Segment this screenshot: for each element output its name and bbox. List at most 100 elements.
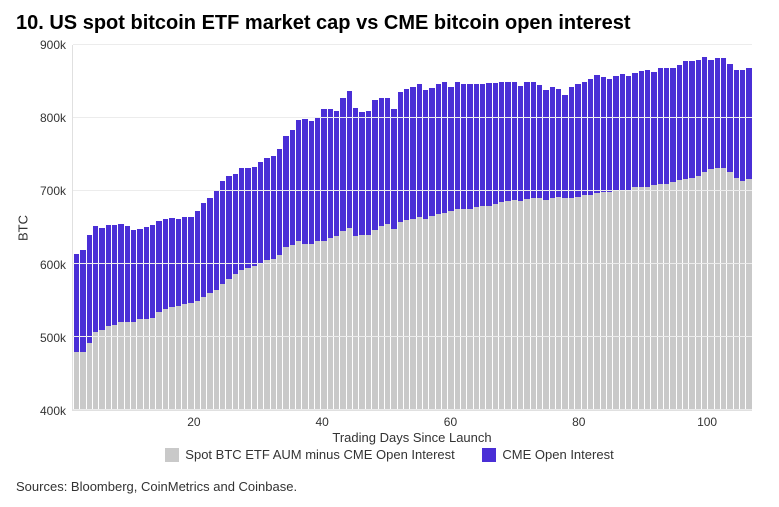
bar-segment-cme bbox=[429, 88, 434, 216]
bar bbox=[99, 45, 104, 410]
bar-segment-cme bbox=[658, 68, 663, 183]
bar-segment-spot bbox=[505, 201, 510, 410]
bar-segment-cme bbox=[569, 87, 574, 198]
bar-segment-spot bbox=[543, 200, 548, 410]
bar-segment-cme bbox=[131, 230, 136, 322]
bar-segment-spot bbox=[188, 303, 193, 410]
bar bbox=[404, 45, 409, 410]
bar-segment-cme bbox=[283, 136, 288, 247]
bar-segment-cme bbox=[480, 84, 485, 205]
bar-segment-spot bbox=[626, 190, 631, 410]
legend-label-spot: Spot BTC ETF AUM minus CME Open Interest bbox=[185, 447, 454, 462]
bar-segment-cme bbox=[594, 75, 599, 193]
bar bbox=[169, 45, 174, 410]
bar bbox=[182, 45, 187, 410]
bar-segment-spot bbox=[727, 172, 732, 410]
bar-segment-spot bbox=[214, 290, 219, 410]
bar-segment-cme bbox=[499, 82, 504, 202]
bar bbox=[245, 45, 250, 410]
bar-segment-spot bbox=[404, 220, 409, 410]
bar-segment-cme bbox=[359, 112, 364, 235]
bar bbox=[309, 45, 314, 410]
bar bbox=[176, 45, 181, 410]
bar-segment-cme bbox=[188, 217, 193, 303]
bar-segment-cme bbox=[670, 68, 675, 182]
bar bbox=[417, 45, 422, 410]
bar-segment-cme bbox=[245, 168, 250, 269]
bar-segment-cme bbox=[328, 109, 333, 239]
bar-segment-cme bbox=[727, 64, 732, 172]
bar-segment-cme bbox=[588, 79, 593, 196]
x-tick-label: 20 bbox=[187, 415, 200, 429]
y-tick-label: 600k bbox=[40, 258, 66, 272]
bar bbox=[442, 45, 447, 410]
bar-segment-cme bbox=[607, 79, 612, 193]
bar-segment-cme bbox=[220, 181, 225, 285]
bar-segment-spot bbox=[321, 241, 326, 410]
bar bbox=[391, 45, 396, 410]
bar-segment-cme bbox=[398, 92, 403, 222]
bar-segment-spot bbox=[112, 325, 117, 410]
bar-segment-spot bbox=[328, 238, 333, 410]
y-tick-label: 500k bbox=[40, 331, 66, 345]
bar bbox=[727, 45, 732, 410]
bar-segment-spot bbox=[283, 247, 288, 410]
bar-segment-spot bbox=[366, 235, 371, 410]
bar-segment-cme bbox=[550, 87, 555, 198]
bar-segment-cme bbox=[80, 250, 85, 352]
bar bbox=[264, 45, 269, 410]
bar-segment-spot bbox=[588, 195, 593, 410]
bar-segment-spot bbox=[442, 213, 447, 410]
legend: Spot BTC ETF AUM minus CME Open Interest… bbox=[16, 447, 763, 465]
bar-segment-cme bbox=[696, 60, 701, 177]
bar-segment-spot bbox=[493, 204, 498, 410]
bar bbox=[708, 45, 713, 410]
bar-segment-cme bbox=[442, 82, 447, 213]
bar bbox=[505, 45, 510, 410]
bar bbox=[118, 45, 123, 410]
bar-segment-cme bbox=[302, 119, 307, 243]
bar bbox=[226, 45, 231, 410]
bar bbox=[156, 45, 161, 410]
bar bbox=[569, 45, 574, 410]
bar-segment-spot bbox=[296, 241, 301, 410]
bar bbox=[683, 45, 688, 410]
legend-label-cme: CME Open Interest bbox=[502, 447, 613, 462]
bar bbox=[651, 45, 656, 410]
bar-segment-spot bbox=[315, 241, 320, 410]
bar bbox=[214, 45, 219, 410]
bar-segment-cme bbox=[233, 174, 238, 275]
bar bbox=[372, 45, 377, 410]
bar bbox=[353, 45, 358, 410]
bar bbox=[689, 45, 694, 410]
bar bbox=[448, 45, 453, 410]
bar-segment-cme bbox=[613, 76, 618, 191]
bar-segment-cme bbox=[239, 168, 244, 270]
bar bbox=[277, 45, 282, 410]
bar bbox=[543, 45, 548, 410]
bar-segment-spot bbox=[233, 274, 238, 410]
bar-segment-cme bbox=[708, 60, 713, 170]
bar-segment-spot bbox=[499, 202, 504, 410]
grid-line bbox=[73, 44, 752, 45]
bar bbox=[588, 45, 593, 410]
bar-segment-spot bbox=[201, 297, 206, 410]
bar bbox=[74, 45, 79, 410]
bar-segment-spot bbox=[594, 193, 599, 410]
bar-segment-spot bbox=[746, 179, 751, 410]
legend-item-spot: Spot BTC ETF AUM minus CME Open Interest bbox=[165, 447, 454, 462]
bar bbox=[271, 45, 276, 410]
bar-segment-cme bbox=[87, 235, 92, 343]
bar-segment-cme bbox=[410, 87, 415, 218]
bar-segment-spot bbox=[391, 229, 396, 410]
bar-segment-spot bbox=[670, 182, 675, 410]
bar bbox=[150, 45, 155, 410]
bar bbox=[670, 45, 675, 410]
bar-segment-cme bbox=[290, 130, 295, 245]
bar-segment-cme bbox=[524, 82, 529, 199]
bar bbox=[131, 45, 136, 410]
bar bbox=[455, 45, 460, 410]
bar bbox=[239, 45, 244, 410]
bar-segment-spot bbox=[645, 187, 650, 410]
bar bbox=[436, 45, 441, 410]
